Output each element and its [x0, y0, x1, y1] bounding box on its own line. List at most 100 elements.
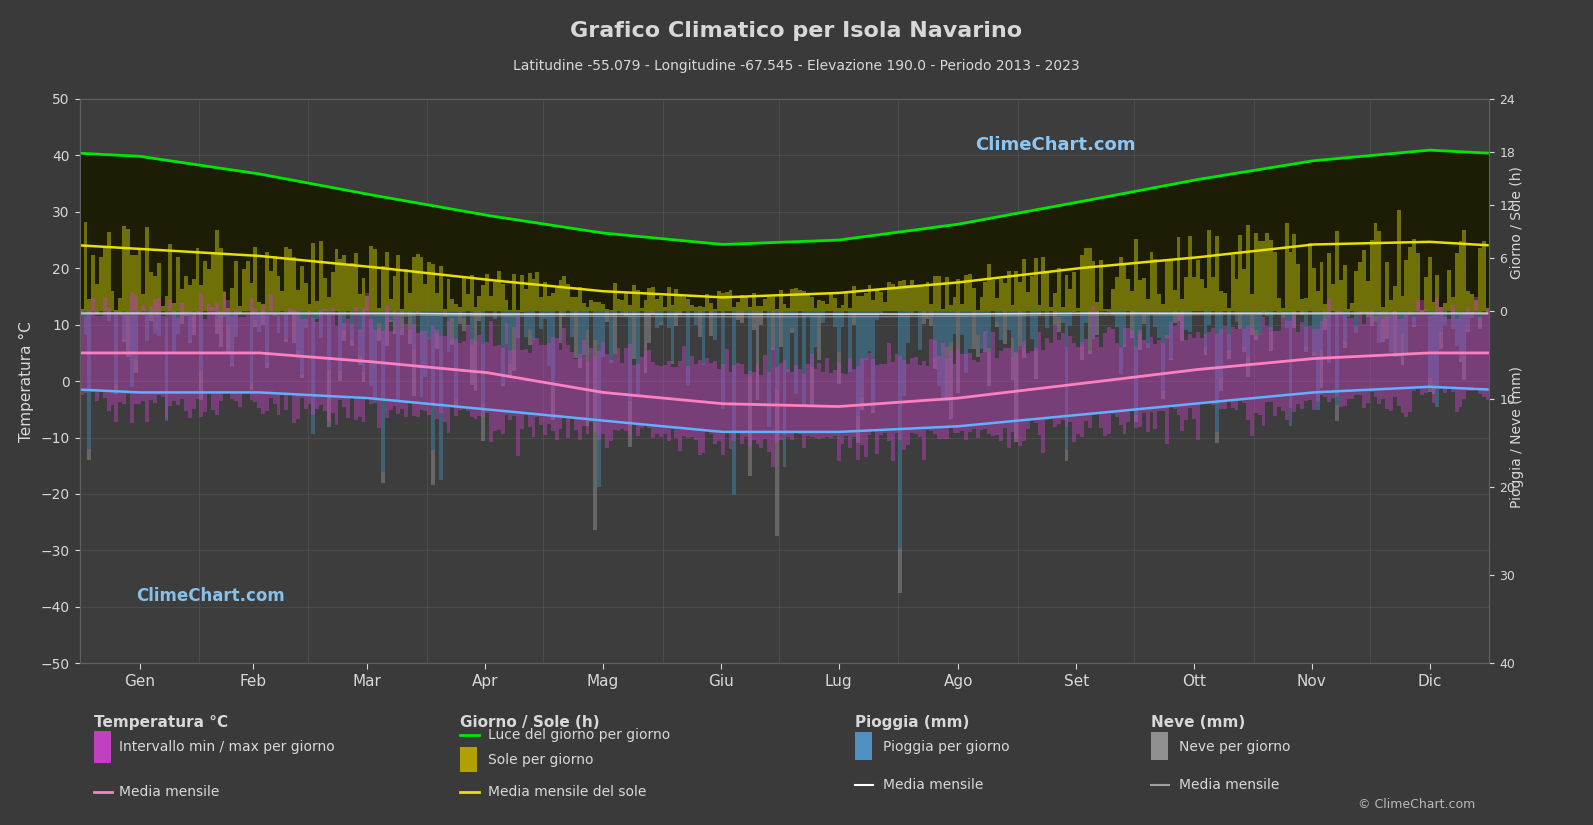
Bar [671, 361, 674, 364]
Bar [1408, 314, 1413, 412]
Bar [879, 292, 883, 310]
Bar [1080, 310, 1083, 347]
Bar [1061, 310, 1064, 323]
Bar [91, 298, 96, 392]
Bar [354, 253, 358, 310]
Bar [1297, 163, 1300, 264]
Bar [1251, 310, 1254, 315]
Bar [953, 364, 956, 433]
Bar [1392, 286, 1397, 310]
Bar [806, 295, 809, 310]
Bar [1284, 321, 1289, 420]
Bar [1278, 310, 1281, 312]
Text: Media mensile: Media mensile [883, 778, 983, 792]
Bar [1408, 310, 1413, 315]
Text: Luce del giorno per giorno: Luce del giorno per giorno [489, 728, 671, 742]
Bar [137, 156, 142, 249]
Bar [460, 747, 478, 771]
Bar [1172, 290, 1177, 310]
Bar [1227, 334, 1231, 401]
Bar [172, 304, 177, 310]
Bar [123, 155, 126, 226]
Bar [1211, 277, 1215, 310]
Bar [1002, 283, 1007, 310]
Bar [161, 316, 164, 398]
Bar [373, 249, 378, 310]
Bar [741, 243, 744, 295]
Bar [94, 731, 110, 762]
Bar [836, 310, 841, 352]
Bar [1451, 297, 1454, 310]
Bar [1400, 153, 1405, 296]
Bar [1381, 154, 1386, 307]
Bar [465, 212, 470, 294]
Text: Pioggia (mm): Pioggia (mm) [855, 715, 970, 730]
Bar [728, 244, 733, 290]
Bar [1292, 164, 1297, 234]
Bar [118, 313, 123, 403]
Bar [1157, 340, 1161, 411]
Bar [1251, 294, 1254, 310]
Bar [929, 304, 933, 310]
Bar [104, 154, 107, 248]
Bar [462, 276, 465, 310]
Bar [1435, 150, 1438, 275]
Bar [1219, 329, 1223, 409]
Bar [311, 310, 315, 434]
Bar [1311, 352, 1316, 356]
Bar [1126, 328, 1131, 422]
Bar [605, 310, 609, 322]
Text: Media mensile: Media mensile [119, 785, 220, 799]
Bar [1077, 308, 1080, 310]
Bar [524, 221, 527, 289]
Bar [1478, 317, 1481, 329]
Bar [1481, 314, 1486, 397]
Bar [752, 310, 755, 330]
Bar [790, 372, 795, 441]
Bar [362, 194, 365, 278]
Bar [652, 287, 655, 310]
Bar [1265, 310, 1270, 316]
Bar [1015, 271, 1018, 310]
Bar [131, 292, 134, 423]
Bar [1305, 347, 1308, 352]
Bar [350, 340, 354, 346]
Bar [516, 310, 519, 338]
Bar [370, 246, 373, 310]
Bar [714, 243, 717, 309]
Bar [400, 309, 405, 310]
Bar [570, 351, 573, 419]
Bar [1169, 322, 1172, 407]
Bar [825, 358, 828, 437]
Bar [397, 200, 400, 255]
Bar [1091, 199, 1096, 262]
Bar [115, 310, 118, 384]
Bar [1424, 277, 1427, 310]
Bar [1454, 318, 1459, 412]
Bar [755, 306, 760, 310]
Bar [736, 363, 741, 432]
Bar [210, 253, 215, 310]
Bar [386, 252, 389, 310]
Bar [682, 297, 687, 310]
Bar [554, 288, 559, 310]
Bar [1088, 351, 1091, 428]
Bar [636, 310, 640, 396]
Bar [1110, 289, 1115, 310]
Bar [378, 196, 381, 308]
Bar [446, 209, 451, 279]
Bar [1486, 308, 1489, 310]
Bar [1466, 152, 1470, 290]
Bar [435, 332, 438, 348]
Bar [1169, 357, 1172, 360]
Bar [264, 363, 269, 368]
Bar [887, 233, 890, 281]
Bar [790, 290, 795, 310]
Bar [204, 319, 207, 412]
Bar [949, 225, 953, 305]
Bar [1083, 200, 1088, 248]
Bar [787, 369, 790, 437]
Bar [833, 370, 836, 436]
Bar [354, 308, 358, 421]
Bar [540, 310, 543, 328]
